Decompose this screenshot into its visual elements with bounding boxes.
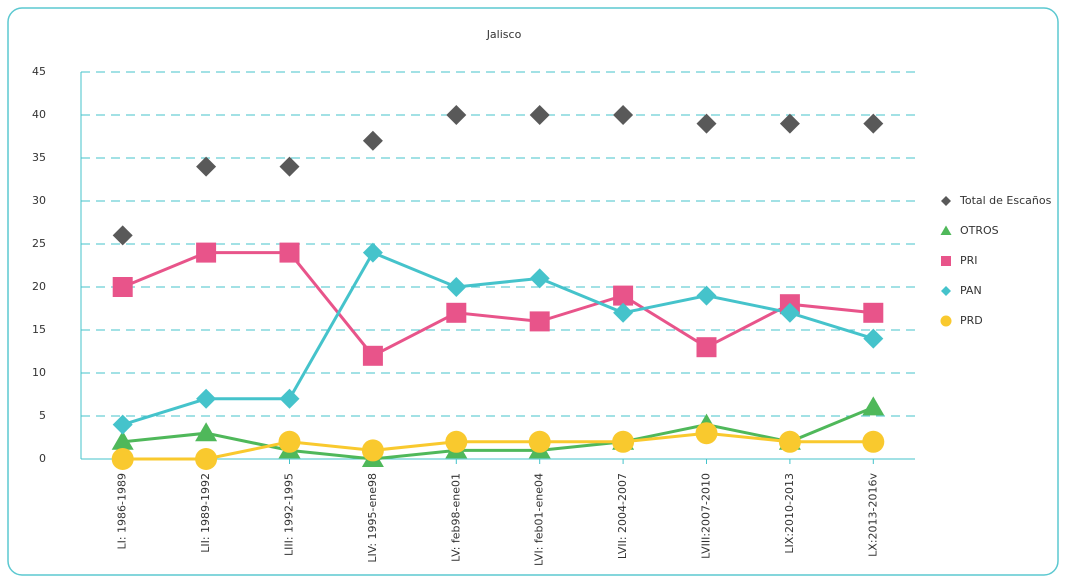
chart-title: Jalisco — [486, 28, 522, 41]
marker — [696, 113, 717, 134]
marker — [112, 225, 133, 246]
marker — [196, 156, 217, 177]
x-tick-label: LII: 1989-1992 — [199, 473, 212, 553]
x-tick-label: LI: 1986-1989 — [116, 473, 129, 550]
marker — [446, 302, 467, 323]
legend-label: PRD — [960, 314, 983, 327]
x-tick-label: LX:2013-2016v — [866, 473, 879, 557]
marker — [279, 388, 300, 409]
y-tick-label: 45 — [32, 65, 46, 78]
marker — [445, 430, 468, 453]
marker — [362, 130, 383, 151]
x-tick-label: LV: feb98-ene01 — [449, 473, 462, 562]
x-tick-label: LIV: 1995-ene98 — [366, 473, 379, 563]
legend-label: PAN — [960, 284, 982, 297]
series-line — [122, 250, 874, 427]
x-tick-label: LIII: 1992-1995 — [283, 473, 296, 556]
y-tick-label: 40 — [32, 108, 46, 121]
marker — [195, 422, 218, 442]
marker — [361, 439, 384, 462]
marker — [446, 277, 467, 297]
marker — [279, 242, 300, 263]
marker — [862, 430, 885, 453]
y-tick-label: 35 — [32, 151, 46, 164]
series-line — [122, 431, 874, 461]
marker — [695, 422, 718, 445]
marker — [779, 113, 800, 134]
legend-label: OTROS — [960, 224, 999, 237]
marker — [279, 156, 300, 177]
marker — [863, 113, 884, 134]
marker — [613, 285, 634, 306]
marker — [529, 311, 550, 332]
y-tick-label: 30 — [32, 194, 46, 207]
marker — [862, 396, 885, 416]
marker — [613, 302, 634, 323]
marker — [278, 430, 301, 453]
legend-marker — [941, 256, 951, 266]
legend-marker — [941, 196, 951, 206]
y-tick-label: 15 — [32, 323, 46, 336]
x-tick-label: LVII: 2004-2007 — [616, 473, 629, 559]
marker — [779, 302, 800, 323]
legend-marker — [940, 315, 952, 327]
series-line — [122, 251, 874, 358]
x-tick-label: LIX:2010-2013 — [783, 473, 796, 554]
marker — [863, 328, 884, 349]
marker — [863, 302, 884, 323]
y-tick-label: 20 — [32, 280, 46, 293]
marker — [111, 430, 134, 450]
series-line — [122, 406, 874, 461]
marker — [696, 337, 717, 358]
x-tick-label: LVI: feb01-ene04 — [533, 473, 546, 566]
marker — [112, 277, 133, 297]
marker — [111, 448, 134, 470]
legend-label: PRI — [960, 254, 978, 267]
y-tick-label: 5 — [39, 409, 46, 422]
marker — [612, 430, 635, 453]
marker — [196, 242, 217, 263]
marker — [362, 242, 383, 263]
marker — [529, 268, 550, 289]
marker — [613, 105, 634, 125]
legend-marker — [940, 225, 952, 235]
marker — [446, 105, 467, 125]
marker — [362, 345, 383, 366]
marker — [196, 388, 217, 409]
x-tick-label: LVIII:2007-2010 — [700, 473, 713, 559]
marker — [696, 285, 717, 306]
legend-marker — [941, 286, 951, 296]
marker — [778, 430, 801, 453]
y-tick-label: 25 — [32, 237, 46, 250]
y-tick-label: 0 — [39, 452, 46, 465]
legend-label: Total de Escaños — [959, 194, 1052, 207]
marker — [112, 414, 133, 435]
marker — [195, 448, 218, 470]
marker — [528, 430, 551, 453]
y-tick-label: 10 — [32, 366, 46, 379]
marker — [529, 105, 550, 125]
